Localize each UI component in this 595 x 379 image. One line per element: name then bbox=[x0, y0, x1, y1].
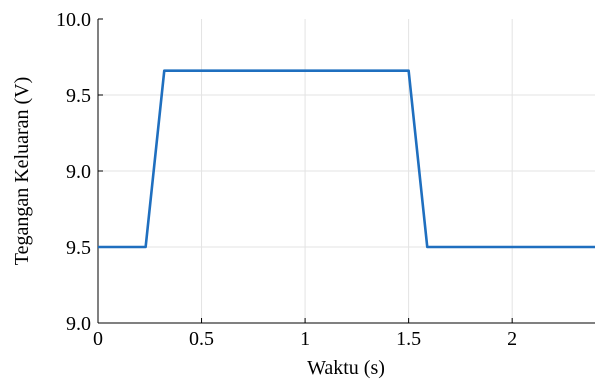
tick-labels: 0 0.5 1 1.5 2 9.0 9.5 9.0 9.5 10.0 bbox=[56, 9, 517, 350]
axes bbox=[97, 18, 595, 324]
y-tick-label-1: 9.5 bbox=[66, 237, 91, 259]
y-axis-title: Tegangan Keluaran (V) bbox=[11, 77, 33, 266]
x-tick-label-3: 1.5 bbox=[396, 328, 421, 350]
series-lines bbox=[98, 69, 595, 249]
x-tick-label-1: 0.5 bbox=[189, 328, 214, 350]
grid-lines bbox=[98, 19, 595, 323]
x-tick-label-2: 1 bbox=[300, 328, 310, 350]
series-line-0 bbox=[98, 69, 595, 249]
y-tick-label-3: 9.5 bbox=[66, 85, 91, 107]
y-tick-label-0: 9.0 bbox=[66, 313, 91, 335]
y-tick-label-4: 10.0 bbox=[56, 9, 91, 31]
x-axis-title: Waktu (s) bbox=[307, 357, 385, 379]
y-tick-label-2: 9.0 bbox=[66, 161, 91, 183]
x-tick-label-4: 2 bbox=[507, 328, 517, 350]
x-tick-label-0: 0 bbox=[93, 328, 103, 350]
